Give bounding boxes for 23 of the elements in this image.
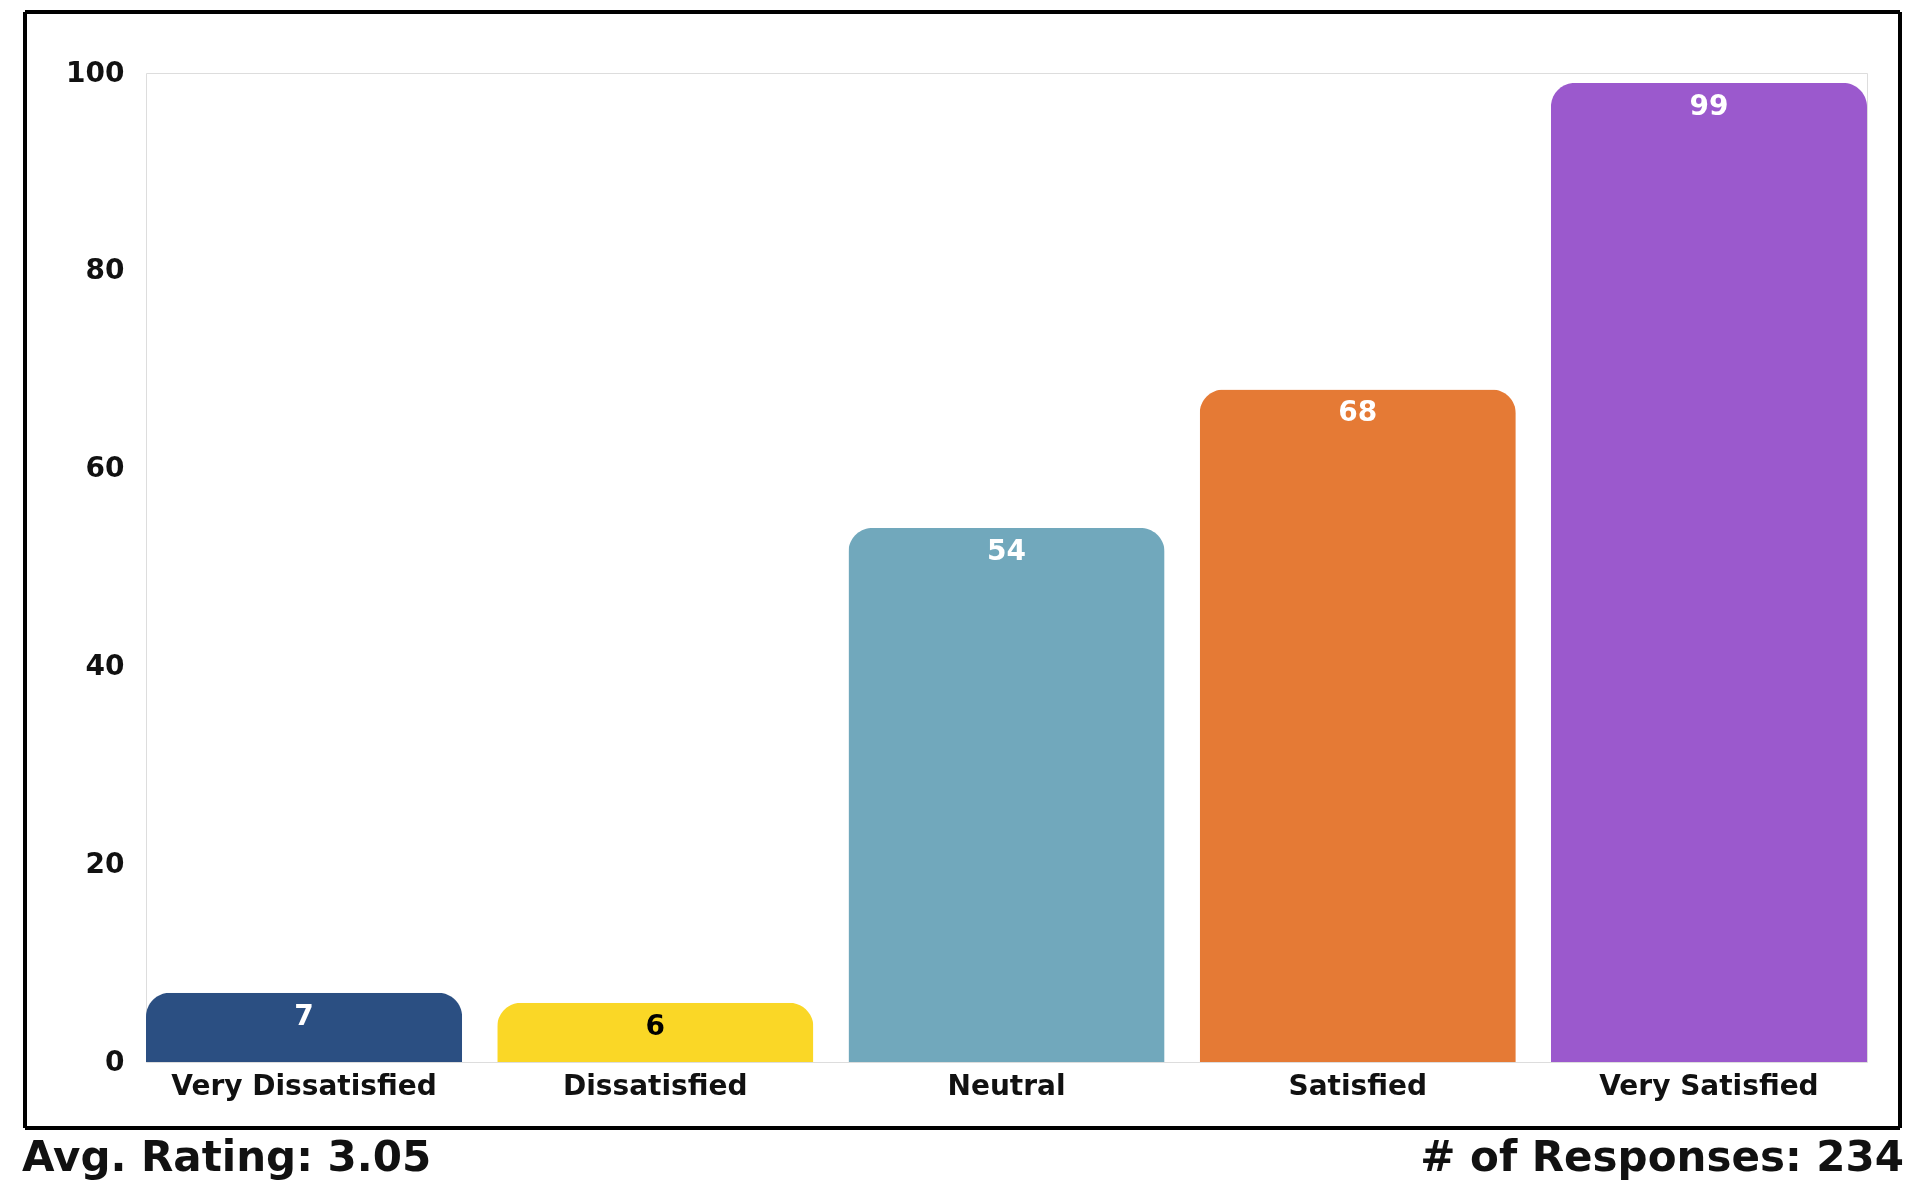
data-label: 54 bbox=[987, 533, 1026, 567]
y-tick-label: 60 bbox=[85, 451, 125, 485]
bar bbox=[497, 1002, 814, 1062]
y-tick-label: 100 bbox=[66, 55, 125, 89]
bar bbox=[1199, 389, 1516, 1062]
text: Avg. Rating: 3.05 bbox=[22, 1132, 432, 1181]
x-tick-label: Neutral bbox=[947, 1068, 1066, 1102]
data-label: 68 bbox=[1338, 395, 1378, 429]
data-label: 7 bbox=[294, 998, 314, 1032]
y-tick-label: 20 bbox=[85, 846, 125, 880]
x-tick-label: Very Satisfied bbox=[1599, 1068, 1819, 1102]
data-label: 99 bbox=[1689, 88, 1729, 122]
data-label: 6 bbox=[645, 1008, 666, 1042]
bar bbox=[146, 992, 463, 1062]
y-tick-label: 0 bbox=[105, 1044, 125, 1078]
y-tick-label: 80 bbox=[85, 253, 125, 287]
x-tick-label: Satisfied bbox=[1288, 1068, 1427, 1102]
text: # of Responses: 234 bbox=[1420, 1132, 1904, 1181]
bar bbox=[848, 527, 1165, 1062]
y-tick-label: 40 bbox=[85, 648, 125, 682]
x-tick-label: Dissatisfied bbox=[563, 1068, 748, 1102]
bar bbox=[1550, 82, 1867, 1062]
x-tick-label: Very Dissatisfied bbox=[171, 1068, 437, 1102]
